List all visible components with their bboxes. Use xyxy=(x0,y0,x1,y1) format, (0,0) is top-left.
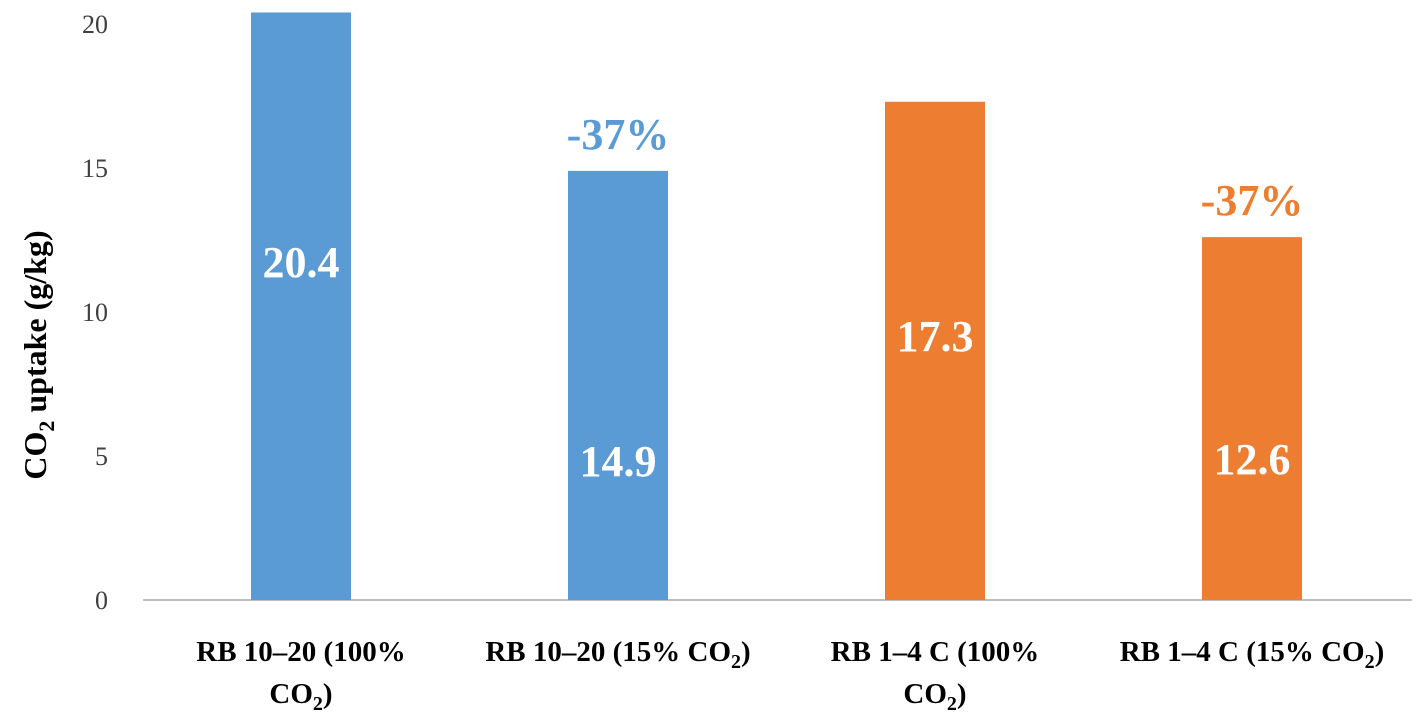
bar xyxy=(251,12,351,601)
change-annotation: -37% xyxy=(1201,176,1304,225)
bar xyxy=(568,170,668,600)
category-label: RB 1–4 C (100% xyxy=(831,636,1040,668)
bar xyxy=(1202,237,1302,600)
bar-value-label: 20.4 xyxy=(263,238,340,287)
category-label: RB 10–20 (100% xyxy=(196,636,405,668)
category-label-line2: CO2) xyxy=(269,678,332,715)
bar-value-label: 17.3 xyxy=(897,312,974,361)
y-axis-title: CO2 uptake (g/kg) xyxy=(17,230,59,479)
y-tick-label: 10 xyxy=(82,298,108,327)
bar-value-label: 12.6 xyxy=(1214,435,1291,484)
bar xyxy=(885,101,985,600)
category-label: RB 10–20 (15% CO2) xyxy=(485,636,750,673)
change-annotation: -37% xyxy=(567,110,670,159)
category-label: RB 1–4 C (15% CO2) xyxy=(1120,636,1385,673)
y-tick-label: 5 xyxy=(95,442,108,471)
y-tick-label: 20 xyxy=(82,10,108,39)
y-tick-label: 15 xyxy=(82,154,108,183)
category-label-line2: CO2) xyxy=(903,678,966,715)
y-tick-label: 0 xyxy=(95,586,108,615)
bar-value-label: 14.9 xyxy=(580,437,657,486)
